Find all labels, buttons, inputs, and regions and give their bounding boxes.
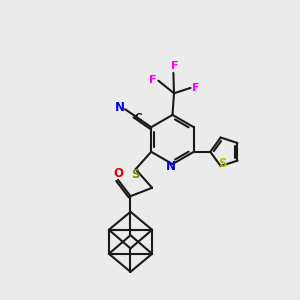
Text: N: N — [115, 100, 125, 114]
Text: C: C — [135, 113, 142, 123]
Text: O: O — [113, 167, 123, 180]
Text: S: S — [131, 167, 139, 181]
Text: F: F — [171, 61, 178, 71]
Text: F: F — [192, 83, 200, 93]
Text: S: S — [218, 158, 226, 170]
Text: F: F — [149, 75, 157, 85]
Text: N: N — [166, 160, 176, 173]
